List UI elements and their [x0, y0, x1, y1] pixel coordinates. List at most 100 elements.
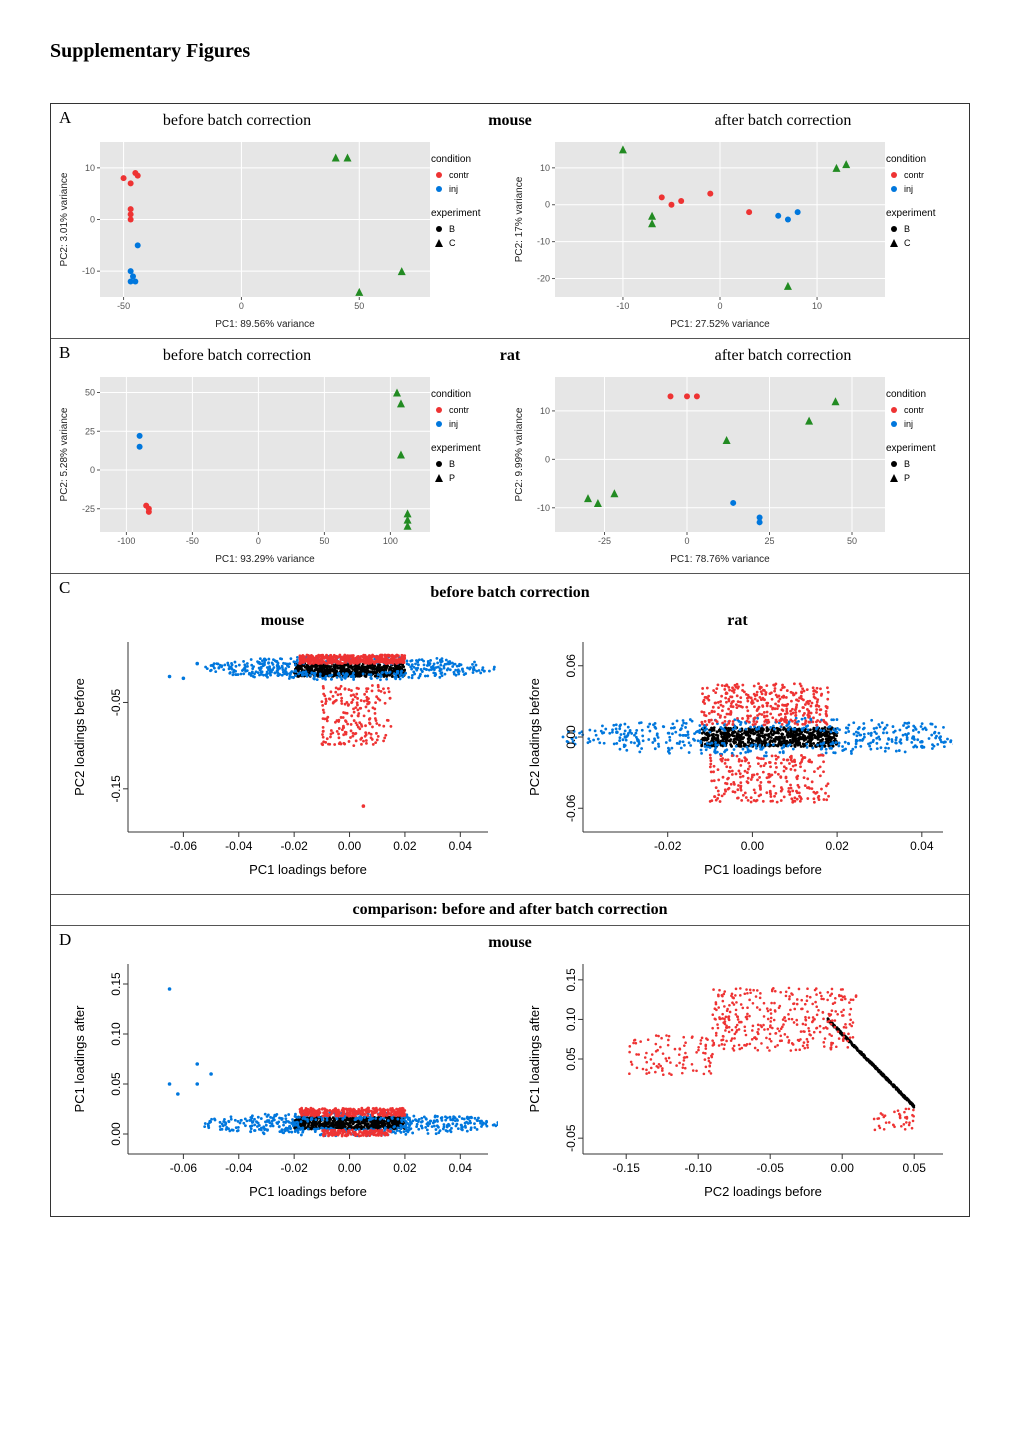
- chart-d-left: -0.06-0.04-0.020.000.020.040.000.050.100…: [68, 954, 498, 1204]
- svg-text:PC1 loadings before: PC1 loadings before: [249, 862, 367, 877]
- svg-text:0.00: 0.00: [337, 839, 361, 853]
- svg-text:condition: condition: [886, 154, 926, 165]
- svg-text:0.02: 0.02: [393, 839, 417, 853]
- legend-a2: condition contr inj experiment BC: [886, 132, 965, 332]
- chart-b-left: -100-50050100-2502550PC1: 93.29% varianc…: [55, 367, 431, 567]
- panel-a-charts: -50 0 50 -10 0 10 PC1: 89.56% variance PC2: 3.0…: [51, 132, 969, 338]
- panel-a-left-title: before batch correction: [55, 112, 419, 130]
- svg-text:PC1: 89.56% variance: PC1: 89.56% variance: [215, 319, 315, 330]
- svg-text:B: B: [449, 224, 455, 234]
- svg-text:50: 50: [354, 301, 364, 311]
- svg-text:PC2 loadings before: PC2 loadings before: [527, 678, 542, 796]
- svg-text:0.06: 0.06: [564, 654, 578, 678]
- svg-text:B: B: [904, 459, 910, 469]
- panel-b-charts: -100-50050100-2502550PC1: 93.29% varianc…: [51, 367, 969, 573]
- svg-text:25: 25: [85, 426, 95, 436]
- svg-text:0: 0: [90, 215, 95, 225]
- panel-c-container: C before batch correction mouse rat -0.0…: [51, 573, 969, 894]
- svg-text:contr: contr: [904, 170, 924, 180]
- svg-text:experiment: experiment: [886, 208, 936, 219]
- svg-text:-10: -10: [537, 237, 550, 247]
- svg-text:-25: -25: [598, 536, 611, 546]
- panel-c-letter: C: [59, 578, 70, 598]
- panel-b-letter: B: [59, 343, 70, 363]
- svg-text:condition: condition: [886, 389, 926, 400]
- panel-d-center-title: mouse: [55, 934, 965, 952]
- legend-b2: conditioncontrinjexperimentBP: [886, 367, 965, 567]
- svg-text:-0.04: -0.04: [225, 839, 253, 853]
- svg-text:-0.02: -0.02: [280, 839, 308, 853]
- legend-b: conditioncontrinjexperimentBP: [431, 367, 510, 567]
- chart-c-left: -0.06-0.04-0.020.000.020.04-0.15-0.05PC1…: [68, 632, 498, 882]
- svg-text:B: B: [449, 459, 455, 469]
- panel-c-left-sub: mouse: [78, 612, 488, 630]
- svg-text:P: P: [449, 473, 455, 483]
- svg-text:0: 0: [545, 454, 550, 464]
- figure-container: A before batch correction mouse after ba…: [50, 103, 970, 1217]
- panel-d-container: D mouse -0.06-0.04-0.020.000.020.040.000…: [51, 925, 969, 1216]
- panel-a-right-title: after batch correction: [601, 112, 965, 130]
- compare-heading: comparison: before and after batch corre…: [51, 894, 969, 925]
- svg-text:-50: -50: [186, 536, 199, 546]
- svg-text:0: 0: [90, 465, 95, 475]
- svg-text:0.02: 0.02: [825, 839, 849, 853]
- svg-text:PC2: 17% variance: PC2: 17% variance: [514, 176, 525, 262]
- svg-text:contr: contr: [904, 405, 924, 415]
- svg-text:-20: -20: [537, 274, 550, 284]
- svg-text:50: 50: [847, 536, 857, 546]
- panel-b-right-title: after batch correction: [601, 347, 965, 365]
- svg-text:-10: -10: [616, 301, 629, 311]
- svg-text:condition: condition: [431, 389, 471, 400]
- svg-text:0: 0: [545, 200, 550, 210]
- svg-text:-0.15: -0.15: [109, 775, 123, 803]
- svg-text:-0.05: -0.05: [109, 688, 123, 716]
- svg-text:experiment: experiment: [431, 208, 481, 219]
- svg-text:inj: inj: [904, 419, 913, 429]
- chart-d-right: -0.15-0.10-0.050.000.05-0.050.050.100.15…: [523, 954, 953, 1204]
- svg-text:0: 0: [717, 301, 722, 311]
- svg-text:PC1 loadings before: PC1 loadings before: [704, 862, 822, 877]
- svg-text:experiment: experiment: [886, 443, 936, 454]
- panel-d-letter: D: [59, 930, 71, 950]
- panel-a-row: A before batch correction mouse after ba…: [51, 104, 969, 132]
- panel-b-row: B before batch correction rat after batc…: [51, 338, 969, 367]
- panel-c-heading: before batch correction: [55, 578, 965, 608]
- svg-text:contr: contr: [449, 170, 469, 180]
- svg-text:0.00: 0.00: [564, 725, 578, 749]
- chart-a-left: -50 0 50 -10 0 10 PC1: 89.56% variance PC2: 3.0…: [55, 132, 431, 332]
- svg-text:PC1: 78.76% variance: PC1: 78.76% variance: [670, 554, 770, 565]
- svg-text:0: 0: [256, 536, 261, 546]
- svg-text:0.04: 0.04: [910, 839, 934, 853]
- svg-text:inj: inj: [904, 184, 913, 194]
- chart-b-right: -2502550-10010PC1: 78.76% variancePC2: 9…: [510, 367, 886, 567]
- panel-b-center-title: rat: [419, 347, 601, 365]
- svg-text:25: 25: [764, 536, 774, 546]
- svg-text:10: 10: [812, 301, 822, 311]
- svg-text:-0.02: -0.02: [654, 839, 682, 853]
- svg-text:-25: -25: [82, 504, 95, 514]
- svg-text:-0.06: -0.06: [169, 839, 197, 853]
- chart-a-right: -10 0 10 -20 -10 0 10 PC1: 27.52% variance PC2: …: [510, 132, 886, 332]
- svg-text:50: 50: [319, 536, 329, 546]
- svg-text:PC2: 3.01% variance: PC2: 3.01% variance: [59, 172, 70, 266]
- svg-text:PC1: 27.52% variance: PC1: 27.52% variance: [670, 319, 770, 330]
- svg-text:-10: -10: [537, 503, 550, 513]
- svg-text:-50: -50: [117, 301, 130, 311]
- svg-text:PC2 loadings before: PC2 loadings before: [72, 678, 87, 796]
- svg-text:PC2: 5.28% variance: PC2: 5.28% variance: [59, 407, 70, 501]
- svg-text:experiment: experiment: [431, 443, 481, 454]
- svg-text:10: 10: [85, 163, 95, 173]
- panel-a-center-title: mouse: [419, 112, 601, 130]
- svg-text:-10: -10: [82, 266, 95, 276]
- svg-text:contr: contr: [449, 405, 469, 415]
- svg-text:10: 10: [540, 163, 550, 173]
- page-title: Supplementary Figures: [50, 40, 970, 63]
- svg-text:C: C: [904, 238, 911, 248]
- svg-text:B: B: [904, 224, 910, 234]
- panel-a-letter: A: [59, 108, 71, 128]
- chart-c-right: -0.020.000.020.04-0.060.000.06PC1 loadin…: [523, 632, 953, 882]
- panel-c-right-sub: rat: [533, 612, 943, 630]
- svg-text:50: 50: [85, 388, 95, 398]
- svg-text:-0.06: -0.06: [564, 794, 578, 822]
- svg-text:0: 0: [239, 301, 244, 311]
